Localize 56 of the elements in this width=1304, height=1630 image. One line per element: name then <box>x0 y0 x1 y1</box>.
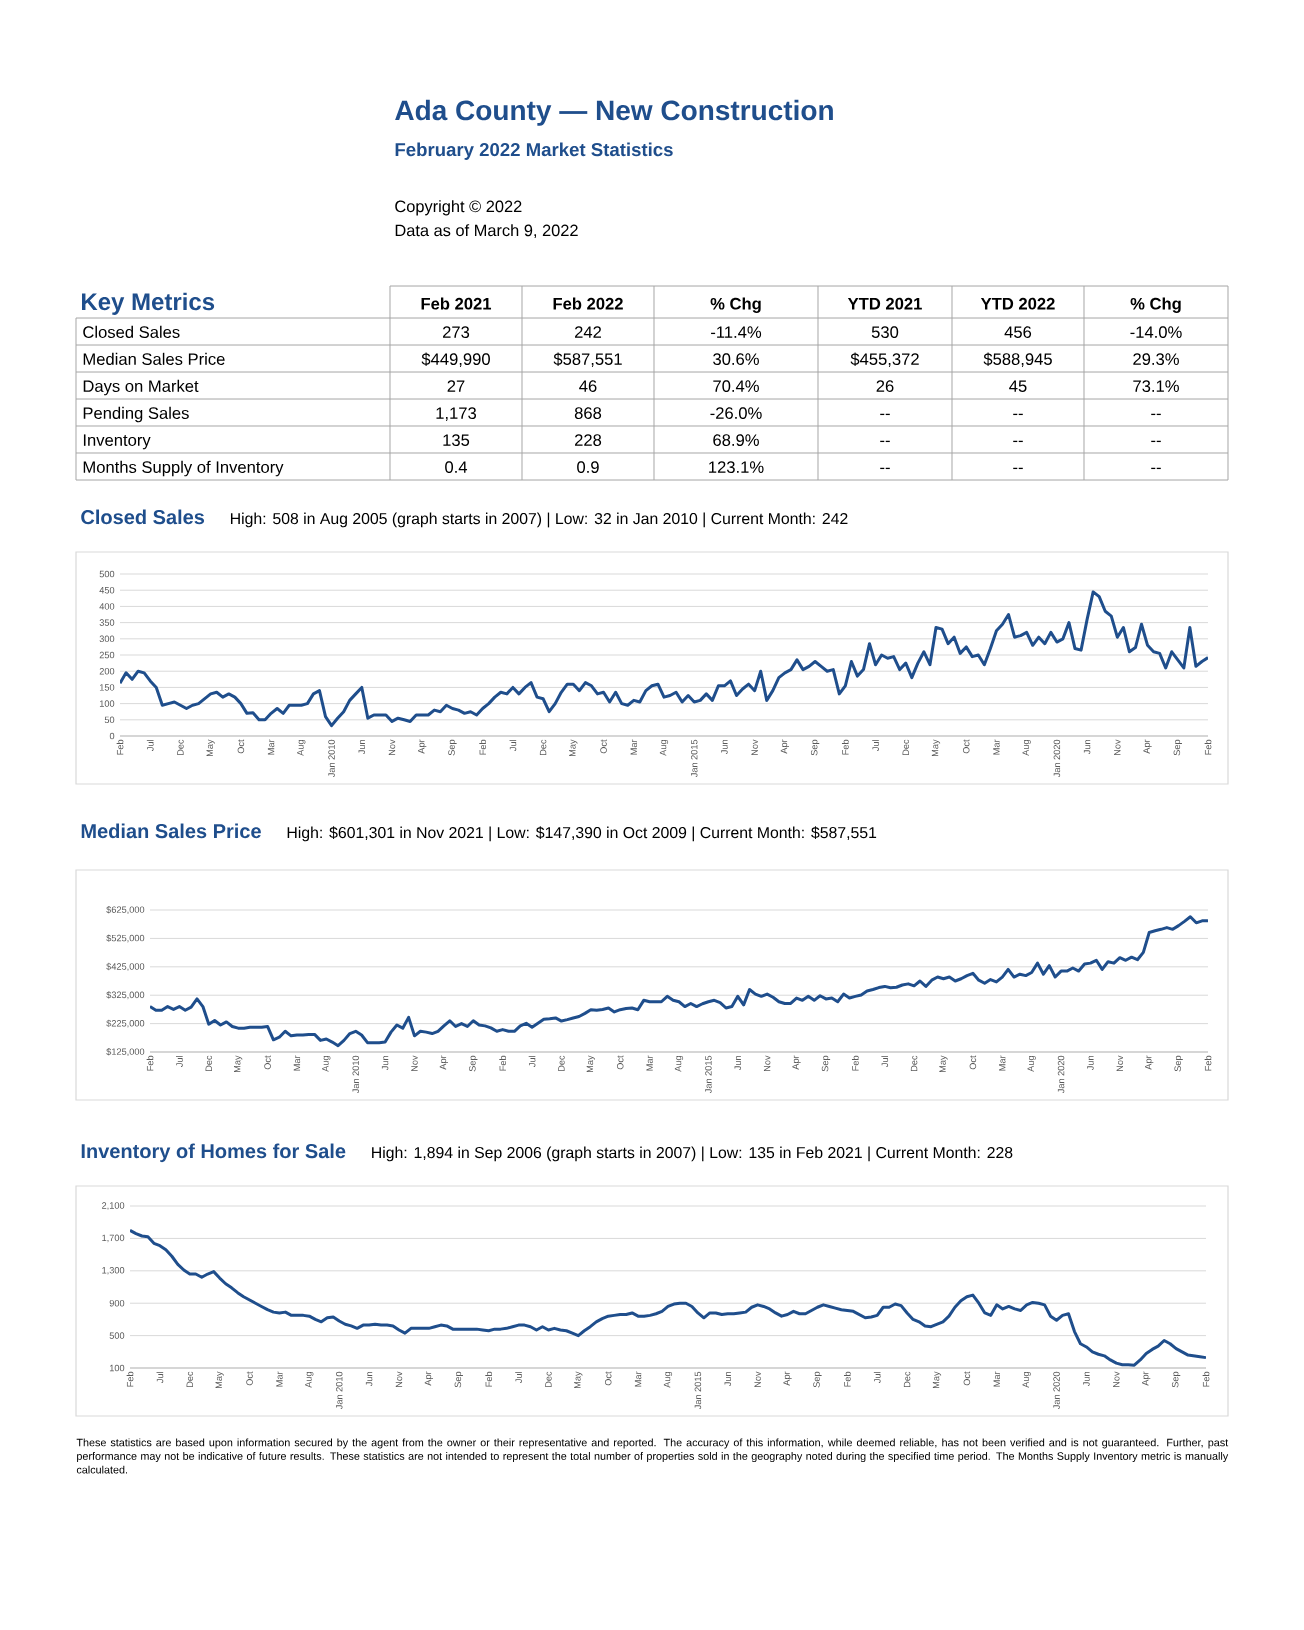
text: $588,945 <box>983 352 1052 367</box>
text: 29.3% <box>1133 353 1179 365</box>
text: -26.0% <box>710 407 762 419</box>
text: -11.4% <box>711 326 762 338</box>
category-label: % Chg <box>710 297 761 313</box>
category-label: Days on Market <box>83 379 199 396</box>
text: Copyright © 2022 <box>395 200 522 216</box>
text: 46 <box>579 380 597 392</box>
text: 45 <box>1009 380 1027 392</box>
text: -- <box>1013 440 1023 443</box>
category-label: Feb 2022 <box>553 297 623 310</box>
category-label: % Chg <box>1130 297 1181 313</box>
category-label: YTD 2022 <box>980 297 1055 310</box>
text: -- <box>1013 467 1023 470</box>
text: 0.9 <box>577 461 599 473</box>
text: -- <box>1151 413 1161 416</box>
text: 242 <box>575 326 602 338</box>
chart-title: Median Sales Price <box>81 823 261 839</box>
text: 135 <box>443 434 470 446</box>
text: Ada County — New Construction <box>395 99 833 126</box>
category-label: Feb 2021 <box>421 297 492 310</box>
text: -14.0% <box>1130 326 1182 338</box>
category-label: Pending Sales <box>83 406 189 423</box>
text: -- <box>1151 467 1161 470</box>
text: 26 <box>876 380 894 392</box>
text: Data as of March 9, 2022 <box>395 224 578 239</box>
text: Key Metrics <box>82 292 215 316</box>
text: 456 <box>1004 326 1032 338</box>
text: -- <box>880 440 890 443</box>
category-label: Months Supply of Inventory <box>83 460 284 477</box>
text: 27 <box>447 380 465 392</box>
text: 73.1% <box>1133 380 1179 392</box>
text: $449,990 <box>421 352 490 367</box>
text: 228 <box>575 434 602 446</box>
text: -- <box>1151 440 1161 443</box>
text: 70.4% <box>713 380 759 392</box>
text: 530 <box>871 326 899 338</box>
text: -- <box>880 413 890 416</box>
text: 273 <box>443 326 470 338</box>
text: 868 <box>574 407 602 419</box>
category-label: Median Sales Price <box>83 352 225 365</box>
text: -- <box>880 467 890 470</box>
text: $455,372 <box>850 352 919 367</box>
text: February 2022 Market Statistics <box>395 142 673 160</box>
text: 0.4 <box>445 461 468 473</box>
text: -- <box>1013 413 1023 416</box>
text: 68.9% <box>713 434 759 446</box>
chart-title: Inventory of Homes for Sale <box>81 1143 346 1163</box>
category-label: Closed Sales <box>83 325 180 338</box>
text: 1,173 <box>436 407 477 421</box>
text: 30.6% <box>713 353 759 365</box>
text: 123.1% <box>709 461 764 473</box>
text: $587,551 <box>553 352 622 367</box>
category-label: YTD 2021 <box>847 297 922 310</box>
category-label: Inventory <box>83 434 151 450</box>
chart-title: Closed Sales <box>81 509 205 525</box>
